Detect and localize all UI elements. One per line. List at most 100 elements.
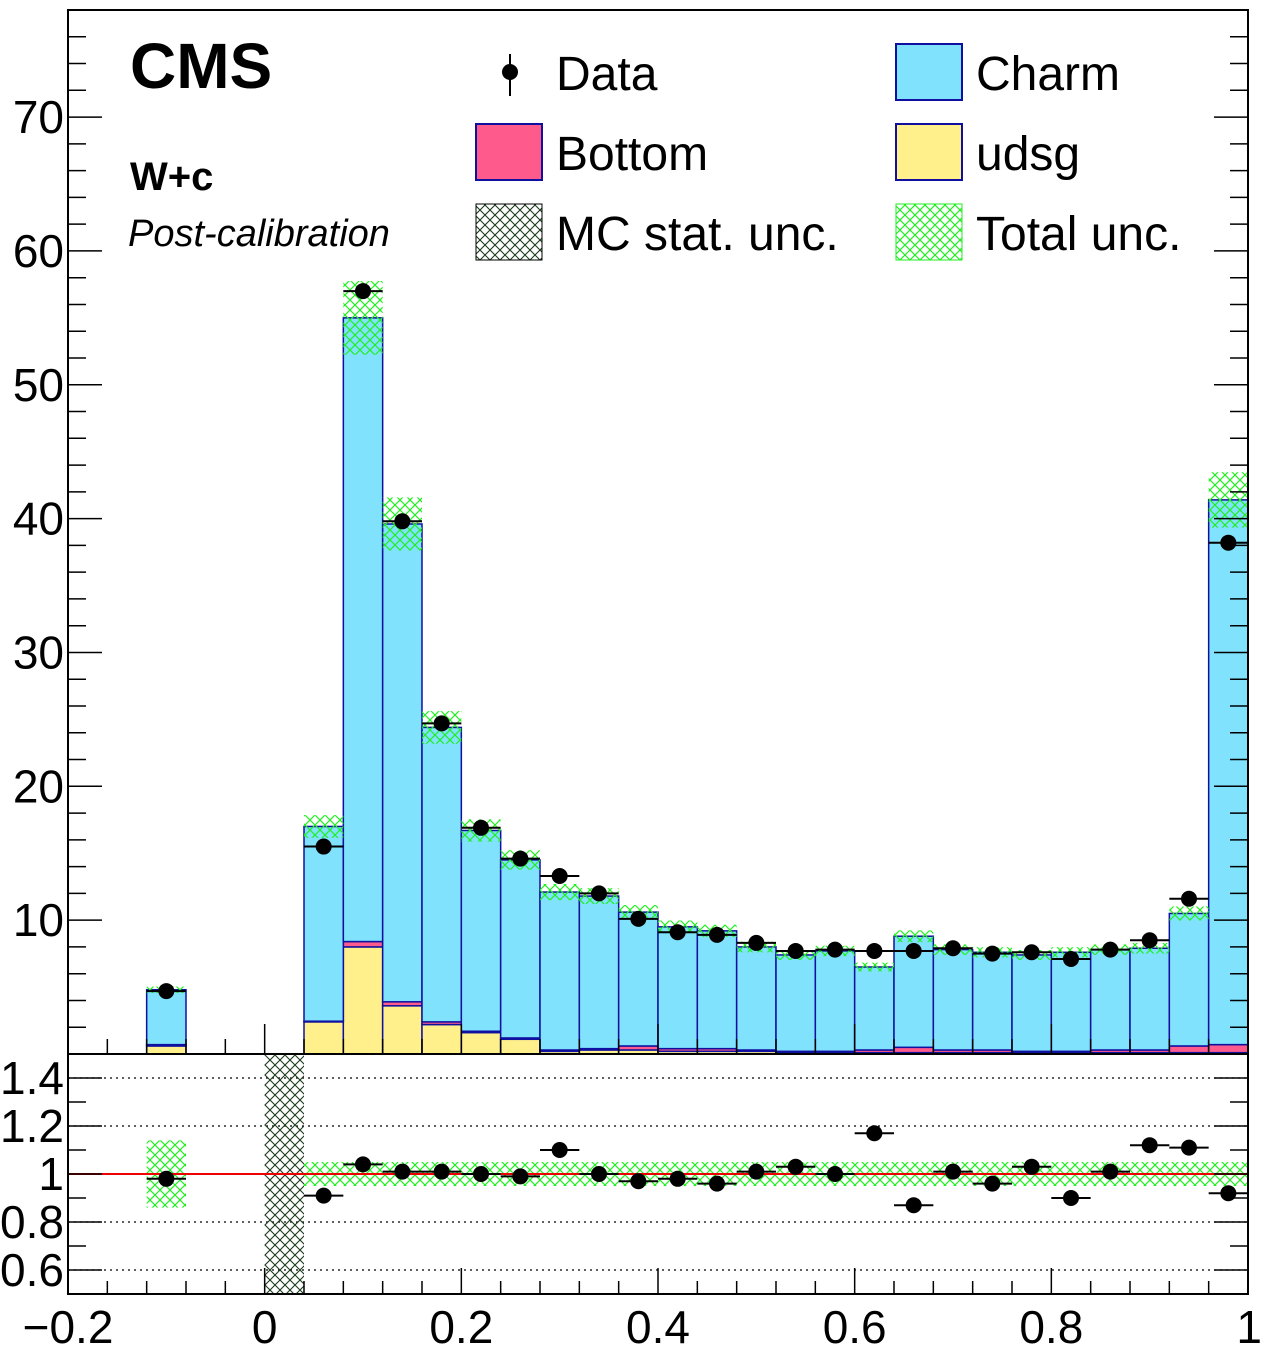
ratio-point-11 [709,1175,725,1192]
data-point-17 [945,940,961,957]
data-point-4 [433,715,450,732]
data-point-15 [866,942,883,959]
ratio-y-tick-label-1.2: 1.2 [0,1100,64,1152]
legend-swatch-mc-stat-unc [475,203,543,261]
bar-udsg-8 [460,1031,502,1054]
ratio-point-15 [866,1125,883,1142]
ratio-point-0 [158,1170,175,1187]
total-unc-band-25 [1130,942,1170,954]
ratio-point-6 [512,1168,529,1185]
bar-charm-14 [696,930,738,1050]
y-tick-label-30: 30 [13,626,64,678]
bar-udsg-0 [145,1045,187,1054]
legend-swatch-charm [895,43,963,101]
legend-swatch-total-unc [895,203,963,261]
legend-swatch-bottom [475,123,543,181]
ratio-point-20 [1063,1190,1079,1206]
bar-charm-27 [1207,499,1248,1046]
data-point-12 [748,934,765,951]
x-tick-label-0.2: 0.2 [429,1301,493,1353]
ratio-y-tick-label-0.8: 0.8 [0,1196,64,1248]
annotations: CMS W+c Post-calibration [128,30,390,255]
bar-charm-21 [971,951,1013,1051]
data-point-16 [905,942,922,959]
y-tick-label-60: 60 [13,225,64,277]
bar-charm-17 [814,950,856,1053]
legend-label-bottom: Bottom [556,128,708,181]
bar-charm-24 [1089,948,1131,1051]
bar-charm-16 [775,954,817,1053]
y-tick-label-20: 20 [13,760,64,812]
bar-bottom-5 [342,940,384,948]
bar-bottom-26 [1168,1045,1210,1054]
x-tick-label-0.4: 0.4 [626,1301,690,1353]
ratio-panel: 0.60.811.21.4 [0,1052,1249,1296]
ratio-y-tick-label-1: 1 [38,1148,64,1200]
total-unc-band-18 [854,962,894,972]
bar-charm-18 [853,966,895,1051]
legend-entry-udsg: udsg [895,123,1080,181]
total-unc-band-10 [540,883,580,901]
y-tick-label-70: 70 [13,91,64,143]
bar-charm-7 [421,726,463,1023]
y-tick-label-10: 10 [13,894,64,946]
main-histogram-panel: 10 20 30 40 50 60 70 [13,9,1249,1055]
x-tick-label-0.8: 0.8 [1019,1301,1083,1353]
ratio-point-8 [591,1166,607,1182]
bar-charm-10 [539,891,581,1051]
bar-charm-11 [578,895,620,1050]
ratio-point-9 [630,1173,647,1190]
legend-entry-charm: Charm [895,43,1120,101]
bar-udsg-7 [421,1023,463,1054]
legend-entry-mc-stat-unc: MC stat. unc. [475,203,839,261]
bar-charm-6 [381,523,423,1003]
total-unc-band-26 [1169,906,1209,921]
legend-label-mc-stat-unc: MC stat. unc. [556,208,839,261]
legend-swatch-udsg [895,123,963,181]
bar-charm-15 [735,946,777,1051]
bar-charm-22 [1011,954,1053,1053]
data-point-23 [1181,890,1197,907]
data-point-0 [158,983,175,1000]
data-point-18 [984,945,1001,962]
bar-bottom-19 [893,1046,935,1054]
legend-entry-data: Data [502,48,658,101]
data-point-8 [591,885,607,902]
data-point-19 [1023,944,1040,961]
bar-bottom-27 [1207,1043,1248,1054]
legend-entry-bottom: Bottom [475,123,708,181]
total-unc-band-19 [894,930,934,943]
bar-charm-5 [342,317,384,943]
bar-udsg-6 [381,1005,423,1054]
bar-udsg-5 [342,946,384,1054]
cms-label: CMS [130,30,272,102]
data-point-11 [709,926,725,943]
ratio-point-19 [1023,1158,1040,1175]
process-label: W+c [130,155,213,199]
x-tick-label-1: 1 [1236,1301,1262,1353]
data-point-14 [827,941,843,958]
ratio-point-23 [1181,1139,1197,1156]
ratio-point-17 [945,1163,961,1180]
data-point-7 [551,867,568,884]
ratio-point-4 [433,1163,450,1180]
data-point-9 [630,910,647,927]
legend-data-marker [502,64,518,80]
data-point-10 [669,924,686,941]
data-point-2 [355,283,371,300]
legend-label-charm: Charm [976,48,1120,101]
data-point-13 [787,942,804,959]
bar-charm-4 [303,825,345,1022]
ratio-point-16 [905,1197,922,1214]
bar-charm-25 [1129,947,1171,1051]
data-point-21 [1102,941,1119,958]
data-point-3 [394,513,411,530]
ratio-point-18 [984,1175,1001,1192]
ratio-point-13 [787,1158,804,1175]
ratio-point-5 [473,1166,489,1182]
legend-label-data: Data [556,48,658,101]
stage-label: Post-calibration [128,213,390,255]
legend-entry-total-unc: Total unc. [895,203,1181,261]
ratio-point-2 [355,1156,371,1173]
